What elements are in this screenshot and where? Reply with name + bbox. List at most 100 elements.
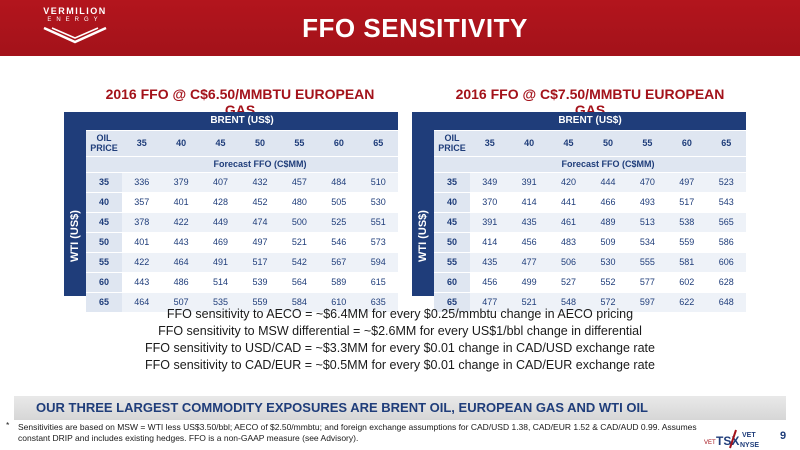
ffo-value-cell: 606 [706,252,746,273]
ffo-value-cell: 497 [667,172,707,193]
ffo-value-cell: 449 [200,212,241,233]
logo-line2: ENERGY [47,17,103,23]
ffo-value-cell: 542 [279,252,320,273]
brent-price-header: 55 [627,130,668,157]
ffo-value-cell: 559 [667,232,707,253]
ffo-value-cell: 441 [548,192,589,213]
note-cadeur: FFO sensitivity to CAD/EUR = ~$0.5MM for… [145,358,655,372]
ffo-value-cell: 514 [200,272,241,293]
wti-price-cell: 40 [86,192,122,213]
ffo-value-cell: 452 [240,192,280,213]
vermilion-logo: VERMILION ENERGY [20,6,150,52]
table-row: 45 391 435 461 489 513 538 565 [434,212,746,233]
ffo-value-cell: 474 [240,212,280,233]
ffo-table: BRENT (US$) OIL PRICE 35 40 45 50 55 60 65 Foreca… [86,112,398,313]
footnote-text: Sensitivities are based on MSW = WTI les… [18,422,697,443]
table-row: 45 378 422 449 474 500 525 551 [86,212,398,233]
ffo-value-cell: 615 [358,272,398,293]
ticker-symbol: VET [742,432,756,439]
ffo-value-cell: 470 [627,172,668,193]
page-number: 9 [780,430,787,442]
ffo-value-cell: 407 [200,172,241,193]
ffo-value-cell: 581 [667,252,707,273]
wti-price-cell: 45 [434,212,470,233]
ffo-value-cell: 443 [161,232,201,253]
forecast-blank [434,156,470,173]
ffo-value-cell: 456 [509,232,549,253]
wti-price-cell: 55 [86,252,122,273]
ffo-value-cell: 477 [470,292,510,313]
ffo-value-cell: 555 [627,252,668,273]
table-row: 55 435 477 506 530 555 581 606 [434,252,746,273]
ffo-value-cell: 414 [509,192,549,213]
ffo-value-cell: 469 [200,232,241,253]
ffo-table: BRENT (US$) OIL PRICE 35 40 45 50 55 60 65 Foreca… [434,112,746,313]
ffo-value-cell: 499 [509,272,549,293]
wti-price-cell: 65 [86,292,122,313]
ffo-value-cell: 466 [588,192,628,213]
forecast-label-row: Forecast FFO (C$MM) [434,156,746,173]
brent-price-header: 45 [548,130,589,157]
ffo-value-cell: 510 [358,172,398,193]
ffo-value-cell: 548 [548,292,589,313]
header-bar: VERMILION ENERGY FFO SENSITIVITY [0,0,800,56]
brent-label: BRENT (US$) [434,112,746,131]
ffo-value-cell: 610 [319,292,359,313]
brent-price-header: 40 [161,130,201,157]
ffo-value-cell: 521 [279,232,320,253]
ffo-value-cell: 530 [358,192,398,213]
ffo-value-cell: 422 [122,252,162,273]
table-row: 40 370 414 441 466 493 517 543 [434,192,746,213]
wti-axis-label: WTI (US$) [412,112,434,296]
ffo-value-cell: 628 [706,272,746,293]
brent-price-header: 50 [240,130,280,157]
logo-chevron-icon [43,26,107,44]
table-row: 65 477 521 548 572 597 622 648 [434,292,746,313]
ffo-value-cell: 525 [319,212,359,233]
brent-price-header: 60 [667,130,707,157]
ffo-value-cell: 379 [161,172,201,193]
ffo-value-cell: 521 [509,292,549,313]
ffo-value-cell: 443 [122,272,162,293]
brent-price-header: 65 [358,130,398,157]
brent-price-header: 35 [470,130,510,157]
table-row: 35 349 391 420 444 470 497 523 [434,172,746,193]
brent-price-header: 40 [509,130,549,157]
ffo-value-cell: 506 [548,252,589,273]
table-row: 60 456 499 527 552 577 602 628 [434,272,746,293]
ffo-value-cell: 551 [358,212,398,233]
ffo-value-cell: 349 [470,172,510,193]
ffo-value-cell: 635 [358,292,398,313]
ffo-value-cell: 530 [588,252,628,273]
brent-price-header: 60 [319,130,359,157]
ffo-value-cell: 457 [279,172,320,193]
wti-price-cell: 65 [434,292,470,313]
note-usdcad: FFO sensitivity to USD/CAD = ~$3.3MM for… [145,341,655,355]
ffo-value-cell: 622 [667,292,707,313]
ffo-value-cell: 370 [470,192,510,213]
ffo-value-cell: 484 [319,172,359,193]
ffo-value-cell: 422 [161,212,201,233]
table-row: 50 414 456 483 509 534 559 586 [434,232,746,253]
wti-price-cell: 55 [434,252,470,273]
forecast-blank [86,156,122,173]
ffo-value-cell: 534 [627,232,668,253]
ffo-value-cell: 456 [470,272,510,293]
ffo-value-cell: 401 [122,232,162,253]
wti-price-cell: 50 [434,232,470,253]
ffo-value-cell: 493 [627,192,668,213]
ffo-value-cell: 523 [706,172,746,193]
ffo-value-cell: 432 [240,172,280,193]
ffo-value-cell: 491 [200,252,241,273]
ffo-value-cell: 572 [588,292,628,313]
ffo-value-cell: 507 [161,292,201,313]
ffo-value-cell: 509 [588,232,628,253]
wti-price-cell: 60 [434,272,470,293]
ffo-value-cell: 500 [279,212,320,233]
column-header-row: OIL PRICE 35 40 45 50 55 60 65 [434,130,746,157]
ticker-tsx: TSX [716,434,739,448]
ffo-value-cell: 535 [200,292,241,313]
ffo-value-cell: 435 [509,212,549,233]
table-row: 35 336 379 407 432 457 484 510 [86,172,398,193]
ffo-value-cell: 357 [122,192,162,213]
